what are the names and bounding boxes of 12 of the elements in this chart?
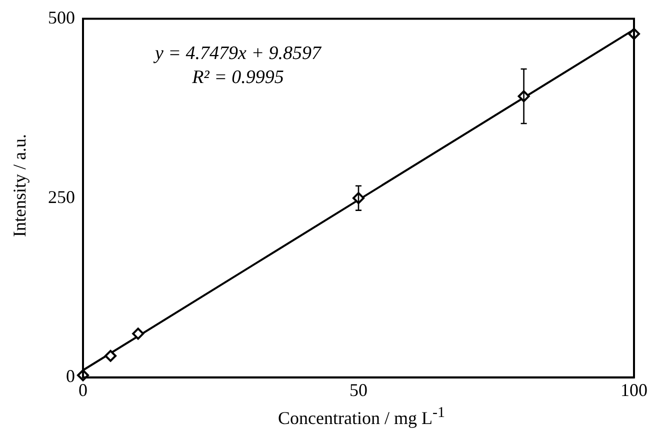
annotation: y = 4.7479x + 9.8597 (152, 42, 322, 64)
y-tick-label: 500 (48, 8, 75, 28)
point (104, 350, 117, 362)
x-tick-label: 50 (350, 380, 368, 400)
x-tick-label: 100 (620, 380, 648, 400)
y-tick-label: 0 (66, 366, 75, 386)
point (132, 328, 144, 340)
annotation: R² = 0.9995 (191, 66, 284, 88)
x-axis-title: Concentration / mg L$^{-1}$ (277, 405, 446, 429)
x-tick-label: 0 (78, 380, 88, 400)
y-axis-title: Intensity / a.u. (10, 133, 30, 239)
y-tick-label: 250 (48, 186, 75, 207)
